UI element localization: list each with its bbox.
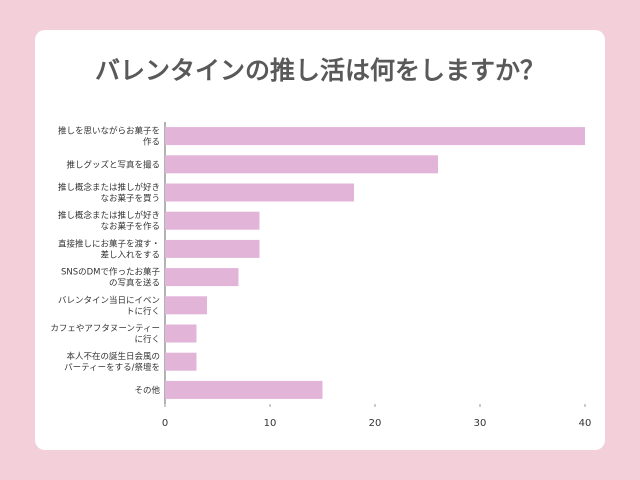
x-tick-label: 30	[474, 418, 487, 429]
y-tick-label: カフェやアフタヌーンティーに行く	[50, 324, 160, 345]
chart-title: バレンタインの推し活は何をしますか？	[95, 56, 545, 85]
bar	[165, 127, 585, 146]
x-tick-label: 10	[264, 418, 277, 429]
bar	[165, 324, 197, 343]
y-tick-label: 直接推しにお菓子を渡す・差し入れをする	[58, 238, 160, 260]
y-tick-label: 推しグッズと写真を撮る	[66, 159, 160, 170]
bar	[165, 239, 260, 258]
y-tick-label: SNSのDMで作ったお菓子の写真を送る	[61, 266, 161, 288]
y-tick-label: 推し概念または推しが好きなお菓子を買う	[58, 182, 160, 204]
y-tick-label: 推し概念または推しが好きなお菓子を作る	[58, 210, 160, 232]
y-tick-label: 推しを思いながらお菓子を作る	[58, 125, 160, 147]
x-tick-label: 20	[369, 418, 382, 429]
y-tick-label: バレンタイン当日にイベントに行く	[58, 294, 160, 316]
bar	[165, 155, 438, 174]
bar	[165, 183, 354, 202]
y-tick-label: 本人不在の誕生日会風のパーティーをする/祭壇を	[64, 351, 160, 373]
x-tick-label: 0	[162, 418, 168, 429]
bar	[165, 268, 239, 287]
bar	[165, 380, 323, 399]
x-tick-label: 40	[579, 418, 592, 429]
y-tick-label: その他	[134, 384, 160, 395]
bar	[165, 211, 260, 230]
bar	[165, 352, 197, 371]
bar	[165, 296, 207, 315]
